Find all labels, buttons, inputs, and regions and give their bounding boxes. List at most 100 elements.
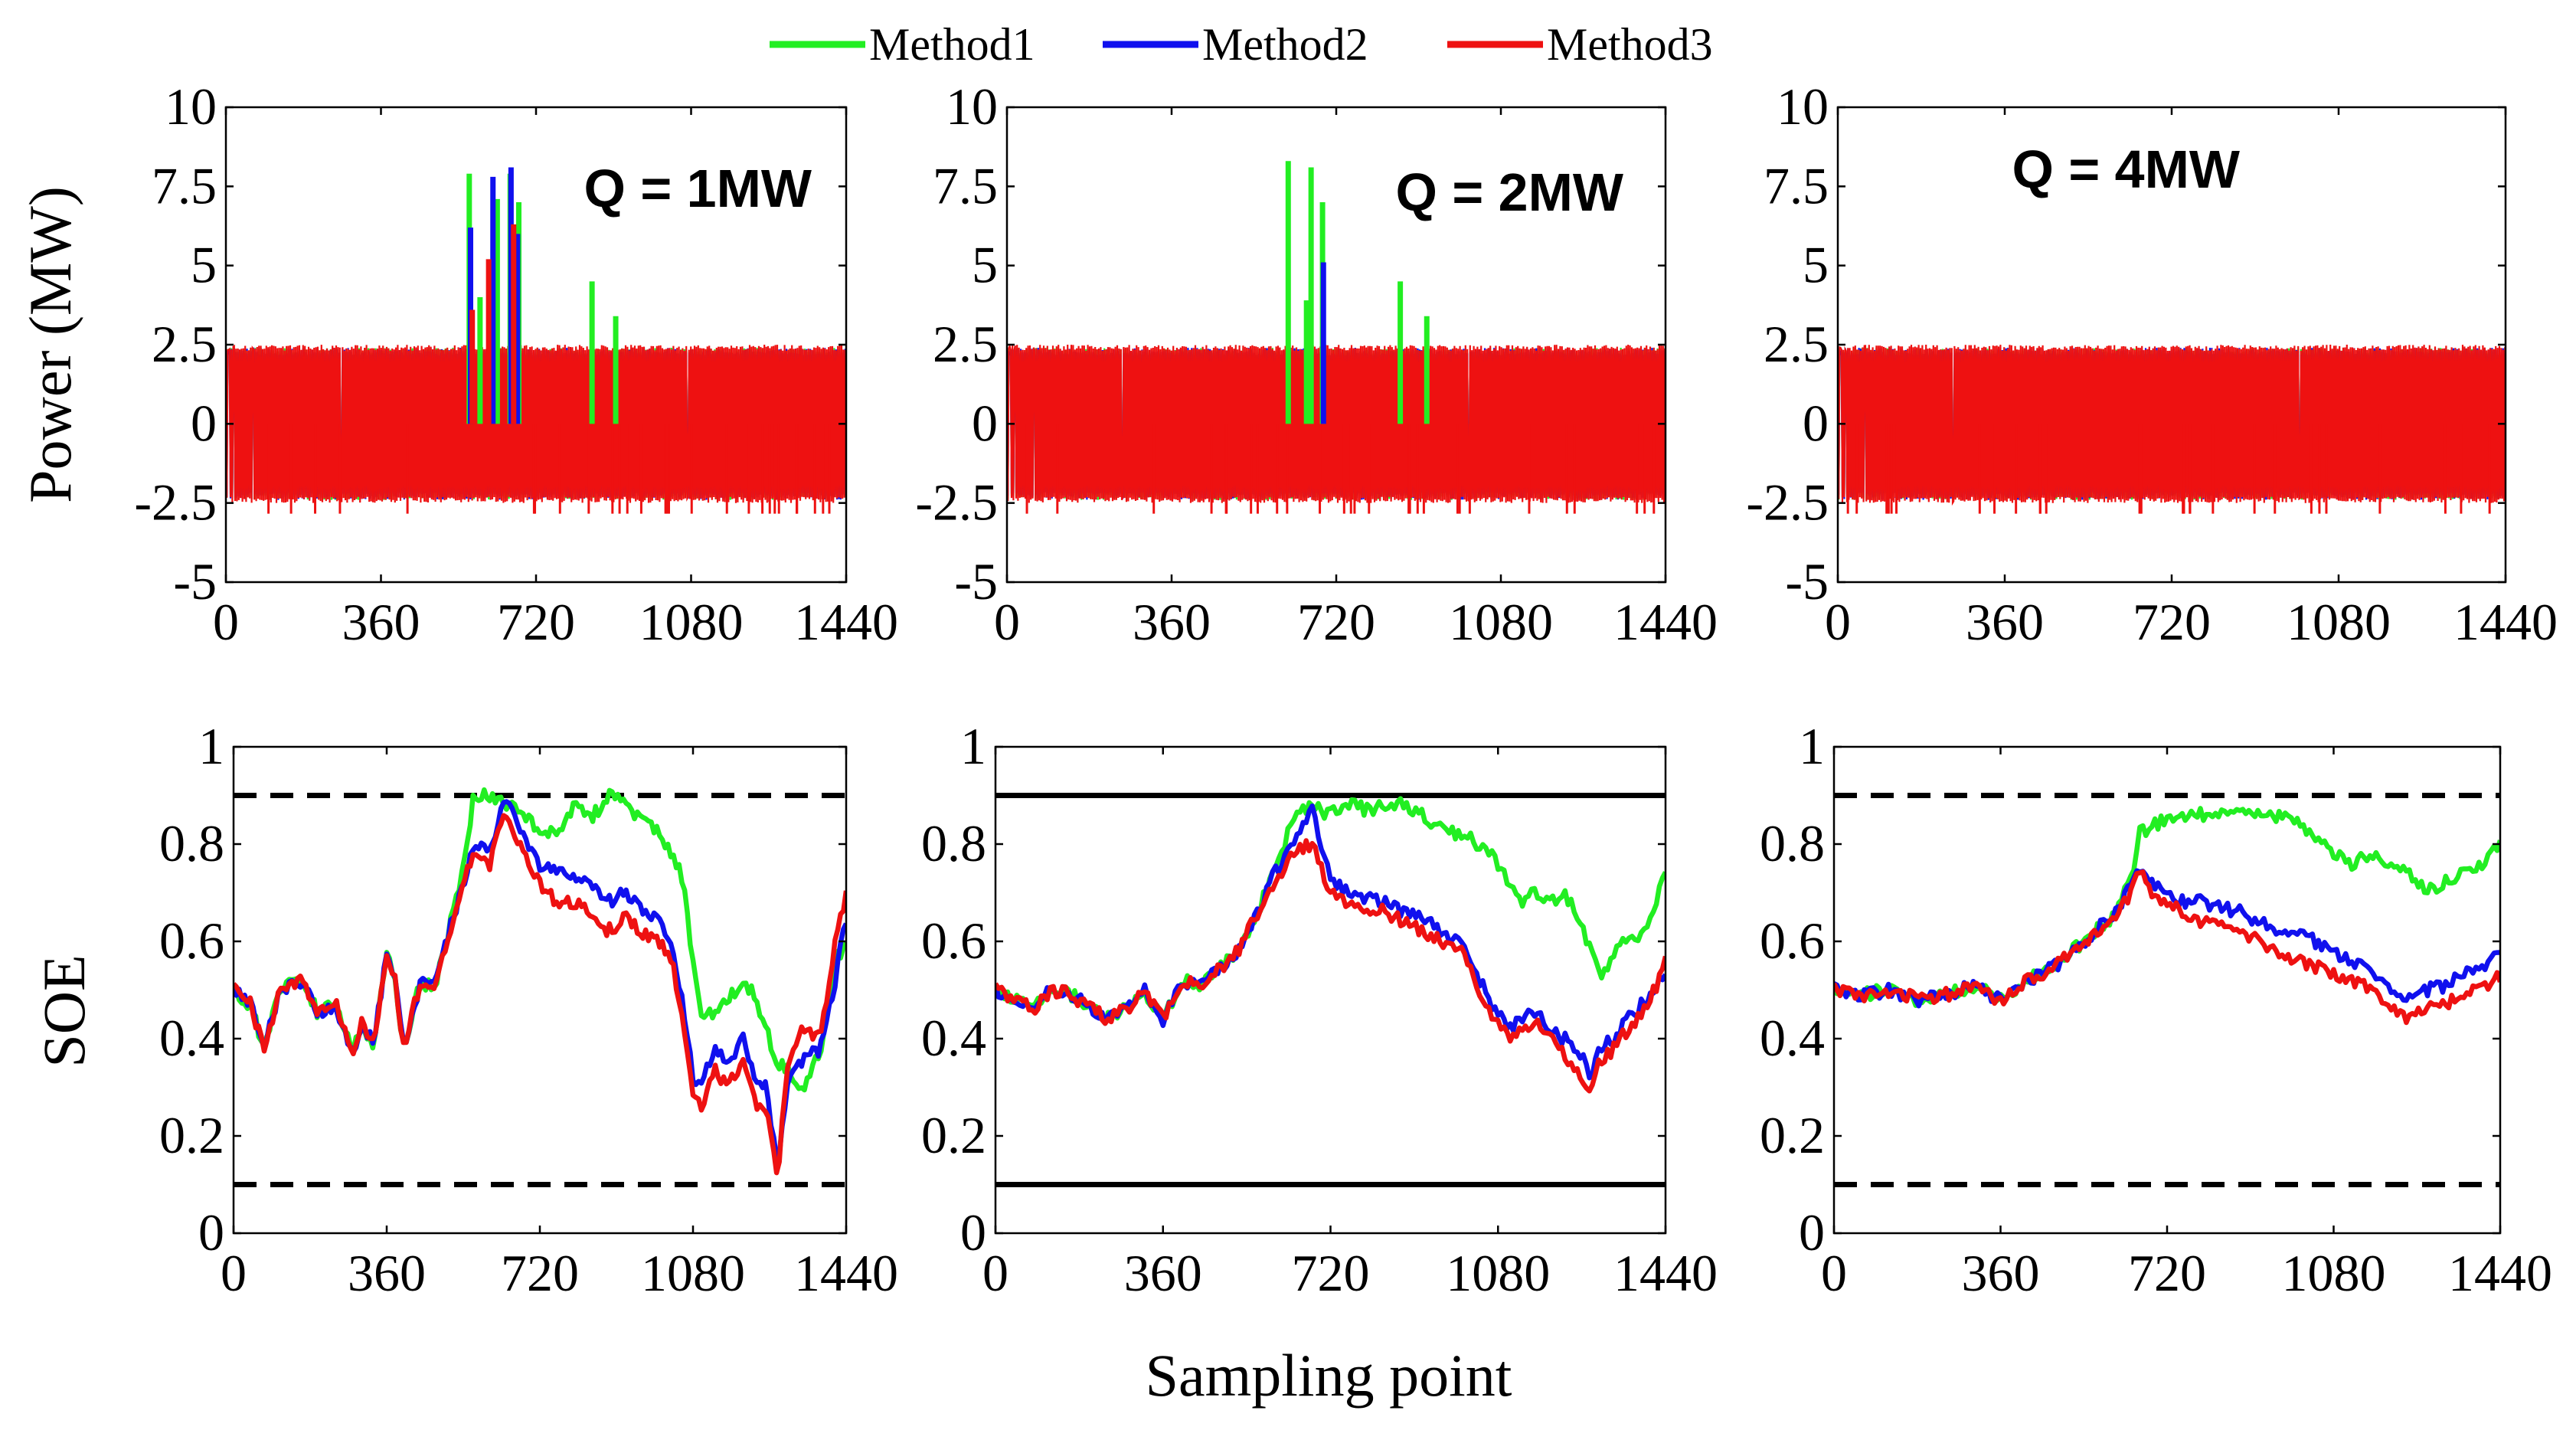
x-tick-label: 360 xyxy=(1133,593,1211,651)
plot-area xyxy=(995,793,1666,1187)
x-tick-label: 1080 xyxy=(1449,593,1553,651)
y-tick-label: 0.6 xyxy=(921,911,986,970)
y-tick-label: 0.2 xyxy=(159,1106,224,1164)
y-tick-label: 7.5 xyxy=(933,156,998,214)
series-line-method3 xyxy=(1834,869,2500,1026)
x-tick-label: 1440 xyxy=(2448,1244,2552,1302)
x-tick-label: 0 xyxy=(1821,1244,1847,1302)
legend-label-method3: Method3 xyxy=(1547,19,1713,70)
panel-annotation: Q = 4MW xyxy=(2012,139,2240,199)
plot-area xyxy=(1834,793,2500,1187)
y-tick-label: 1 xyxy=(960,717,986,775)
x-tick-label: 0 xyxy=(1825,593,1851,651)
power-panel-q4: 0 360 720 1080 1440 -5 -2.5 0 2.5 5 7.5 10 Q = 4MW xyxy=(1746,77,2558,651)
y-tick-label: 1 xyxy=(198,717,224,775)
y-tick-label: 0 xyxy=(1803,394,1829,452)
x-tick-label: 1440 xyxy=(1613,593,1718,651)
band-method3 xyxy=(226,344,846,503)
y-tick-label: 2.5 xyxy=(1764,315,1829,373)
y-tick-label: 0.6 xyxy=(1760,911,1825,970)
y-tick-label: 0.4 xyxy=(921,1009,986,1067)
y-tick-label: 5 xyxy=(191,236,217,294)
y-tick-label: -2.5 xyxy=(134,473,217,532)
x-tick-label: 720 xyxy=(2133,593,2211,651)
plot-area xyxy=(1838,344,2506,514)
series-line-method2 xyxy=(1834,868,2500,1009)
x-tick-label: 0 xyxy=(213,593,239,651)
y-tick-label: 2.5 xyxy=(152,315,217,373)
y-tick-label: 2.5 xyxy=(933,315,998,373)
y-tick-label: 0 xyxy=(1799,1203,1825,1262)
y-tick-label: 0.2 xyxy=(1760,1106,1825,1164)
y-tick-label: 0 xyxy=(198,1203,224,1262)
x-axis-label: Sampling point xyxy=(1146,1342,1512,1409)
y-tick-label: 0.4 xyxy=(159,1009,224,1067)
band-method3 xyxy=(1007,343,1666,503)
x-tick-label: 360 xyxy=(1966,593,2044,651)
x-tick-label: 1440 xyxy=(794,593,898,651)
x-tick-label: 1440 xyxy=(1613,1244,1718,1302)
y-tick-label: 5 xyxy=(1803,236,1829,294)
y-tick-label: 0.8 xyxy=(159,814,224,872)
y-tick-label: 0.4 xyxy=(1760,1009,1825,1067)
legend: Method1 Method2 Method3 xyxy=(770,19,1713,70)
y-tick-label: 7.5 xyxy=(1764,156,1829,214)
x-tick-label: 360 xyxy=(348,1244,426,1302)
power-panel-q2: 0 360 720 1080 1440 -5 -2.5 0 2.5 5 7.5 10 Q = 2MW xyxy=(915,77,1718,651)
panel-annotation: Q = 2MW xyxy=(1395,162,1623,222)
legend-label-method1: Method1 xyxy=(869,19,1035,70)
soe-panel-q4: 0 360 720 1080 1440 0 0.2 0.4 0.6 0.8 1 xyxy=(1760,717,2552,1302)
y-tick-label: -5 xyxy=(173,552,217,610)
y-tick-label: 10 xyxy=(165,77,217,136)
y-tick-label: 0 xyxy=(972,394,998,452)
panel-annotation: Q = 1MW xyxy=(584,159,812,218)
x-tick-label: 360 xyxy=(342,593,420,651)
series-line-method1 xyxy=(995,796,1666,1026)
soe-panel-q1: 0 360 720 1080 1440 0 0.2 0.4 0.6 0.8 1 xyxy=(159,717,898,1302)
y-tick-label: -2.5 xyxy=(1746,473,1829,532)
y-tick-label: 0.8 xyxy=(921,814,986,872)
y-tick-label: 0.8 xyxy=(1760,814,1825,872)
series-line-method3 xyxy=(995,838,1666,1094)
x-tick-label: 720 xyxy=(501,1244,579,1302)
y-tick-label: 1 xyxy=(1799,717,1825,775)
power-panel-q1: 0 360 720 1080 1440 -5 -2.5 0 2.5 5 7.5 10 Q = 1MW xyxy=(134,77,898,651)
plot-area xyxy=(1007,161,1666,514)
x-tick-label: 1440 xyxy=(794,1244,898,1302)
y-tick-label: -2.5 xyxy=(915,473,998,532)
power-ylabel: Power (MW) xyxy=(17,186,83,503)
y-tick-label: 0 xyxy=(191,394,217,452)
series-line-method2 xyxy=(995,803,1666,1081)
y-tick-label: 0.6 xyxy=(159,911,224,970)
band-method3 xyxy=(1838,344,2506,506)
y-tick-label: 10 xyxy=(1777,77,1829,136)
x-tick-label: 360 xyxy=(1962,1244,2040,1302)
x-tick-label: 720 xyxy=(1292,1244,1370,1302)
soe-ylabel: SOE xyxy=(31,954,97,1067)
plot-area xyxy=(234,787,846,1187)
x-tick-label: 0 xyxy=(982,1244,1008,1302)
x-tick-label: 1080 xyxy=(1446,1244,1550,1302)
y-tick-label: 0.2 xyxy=(921,1106,986,1164)
soe-panel-q2: 0 360 720 1080 1440 0 0.2 0.4 0.6 0.8 1 xyxy=(921,717,1718,1302)
x-tick-label: 720 xyxy=(2128,1244,2206,1302)
x-tick-label: 1440 xyxy=(2453,593,2558,651)
x-tick-label: 1080 xyxy=(641,1244,745,1302)
y-tick-label: -5 xyxy=(954,552,998,610)
y-tick-label: 5 xyxy=(972,236,998,294)
x-tick-label: 0 xyxy=(221,1244,247,1302)
x-tick-label: 0 xyxy=(994,593,1020,651)
series-line-method1 xyxy=(234,787,846,1093)
x-tick-label: 360 xyxy=(1124,1244,1202,1302)
y-tick-label: -5 xyxy=(1785,552,1829,610)
y-tick-label: 7.5 xyxy=(152,156,217,214)
series-line-method3 xyxy=(234,813,846,1176)
x-tick-label: 1080 xyxy=(2282,1244,2386,1302)
y-tick-label: 0 xyxy=(960,1203,986,1262)
axes-frame xyxy=(994,745,1667,1235)
x-tick-label: 1080 xyxy=(2287,593,2391,651)
x-tick-label: 720 xyxy=(497,593,575,651)
plot-area xyxy=(226,167,846,514)
x-tick-label: 720 xyxy=(1297,593,1375,651)
